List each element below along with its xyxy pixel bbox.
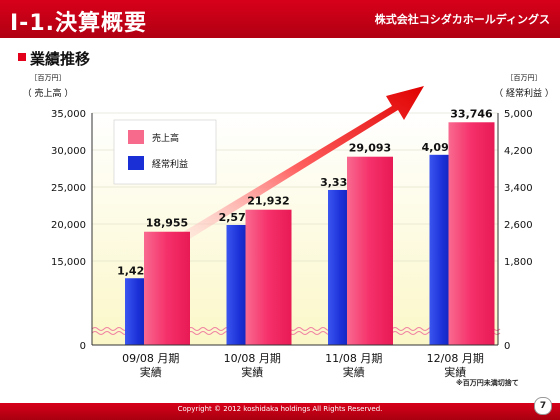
x-tick-sublabel: 実績 <box>140 365 162 379</box>
left-axis-label: （ 売上高 ） <box>23 87 74 99</box>
results-chart: 1,427 18,955 2,579 21,932 3,336 29,093 4,096 33… <box>23 74 554 379</box>
data-label-ordinary-profit: 1,427 <box>117 264 152 277</box>
x-tick-label: 11/08 月期 <box>325 352 382 365</box>
right-axis-label: （ 経常利益 ） <box>494 87 554 99</box>
left-tick-label: 30,000 <box>51 146 86 157</box>
legend-swatch-ordinary-profit <box>128 156 144 170</box>
data-label-net-sales: 29,093 <box>349 142 391 155</box>
trend-arrow <box>140 86 424 266</box>
right-tick-label: 0 <box>504 341 510 352</box>
left-tick-label: 35,000 <box>51 109 86 120</box>
right-tick-label: 5,000 <box>504 109 533 120</box>
left-tick-label: 20,000 <box>51 220 86 231</box>
company-name: 株式会社コシダカホールディングス <box>374 13 550 26</box>
x-tick-sublabel: 実績 <box>241 365 263 379</box>
legend-swatch-net-sales <box>128 130 144 144</box>
legend-label-net-sales: 売上高 <box>152 132 179 144</box>
footer-bar: Copyright © 2012 koshidaka holdings All … <box>0 403 560 420</box>
bar-net-sales <box>448 122 495 345</box>
left-tick-label: 0 <box>80 341 86 352</box>
x-tick-label: 09/08 月期 <box>122 352 179 365</box>
legend-box <box>113 119 217 185</box>
x-tick-sublabel: 実績 <box>444 365 466 379</box>
section-bullet <box>18 53 26 61</box>
data-label-net-sales: 33,746 <box>450 107 493 120</box>
left-tick-label: 25,000 <box>51 183 86 194</box>
data-label-net-sales: 21,932 <box>247 195 289 208</box>
page-number: 7 <box>534 397 552 415</box>
data-label-ordinary-profit: 3,336 <box>320 176 355 189</box>
section-title: 業績推移 <box>30 50 91 68</box>
page-title: Ⅰ-1.決算概要 <box>10 11 147 36</box>
right-axis-unit: ［百万円］ <box>507 74 542 82</box>
bar-net-sales <box>144 231 190 345</box>
right-tick-label: 1,800 <box>504 257 533 268</box>
data-label-net-sales: 18,955 <box>146 217 188 230</box>
left-tick-label: 15,000 <box>51 257 86 268</box>
data-label-ordinary-profit: 4,096 <box>422 141 457 154</box>
right-tick-label: 3,400 <box>504 183 533 194</box>
bar-net-sales <box>347 156 393 345</box>
right-tick-label: 2,600 <box>504 220 533 231</box>
left-axis-unit: ［百万円］ <box>31 74 66 82</box>
legend-label-ordinary-profit: 経常利益 <box>152 158 188 170</box>
x-tick-label: 10/08 月期 <box>224 352 281 365</box>
header-bar: Ⅰ-1.決算概要 株式会社コシダカホールディングス <box>0 0 560 38</box>
copyright-text: Copyright © 2012 koshidaka holdings All … <box>177 405 383 413</box>
data-label-ordinary-profit: 2,579 <box>219 211 254 224</box>
bar-net-sales <box>245 209 292 345</box>
footnote: ※百万円未満切捨て <box>456 379 519 387</box>
x-tick-sublabel: 実績 <box>343 365 365 379</box>
right-tick-label: 4,200 <box>504 146 533 157</box>
x-tick-label: 12/08 月期 <box>427 352 484 365</box>
